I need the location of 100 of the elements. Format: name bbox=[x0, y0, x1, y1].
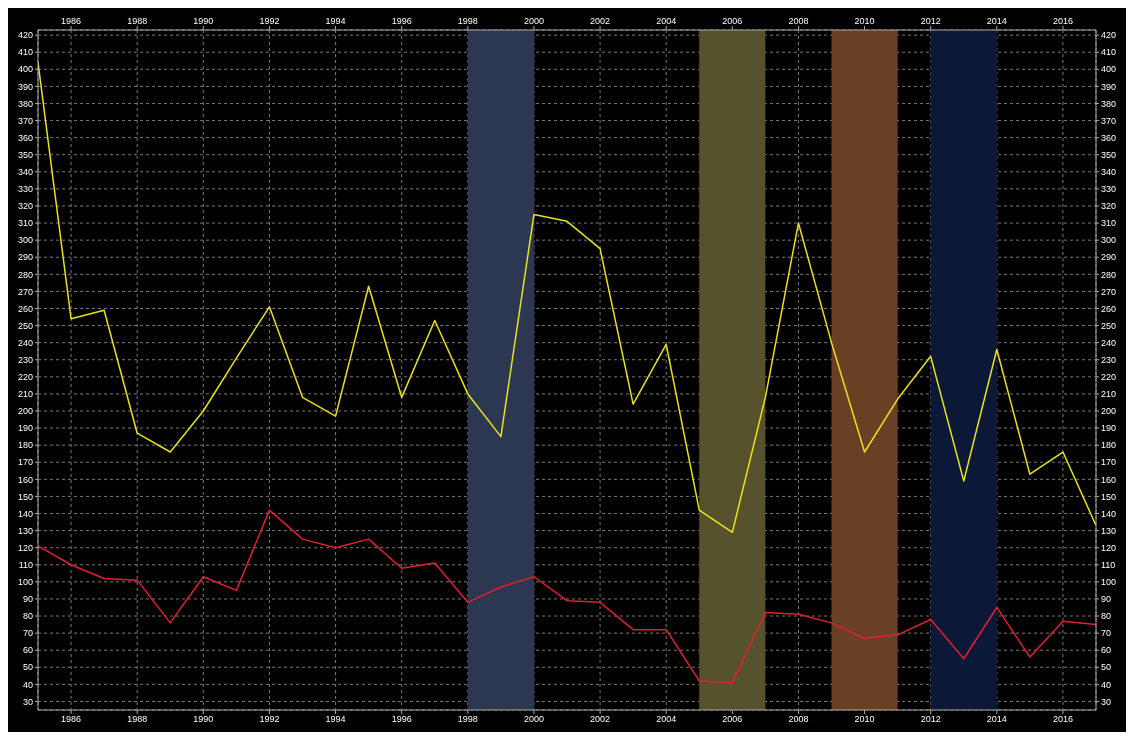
y2-tick-label: 210 bbox=[1101, 389, 1117, 400]
y2-tick-label: 120 bbox=[1101, 542, 1117, 553]
y2-tick-label: 420 bbox=[1101, 30, 1117, 41]
y2-tick-label: 80 bbox=[1101, 611, 1112, 622]
y2-tick-label: 50 bbox=[1101, 662, 1112, 673]
y-tick-label: 260 bbox=[17, 303, 33, 314]
x-tick-label: 1994 bbox=[325, 16, 346, 26]
y-tick-label: 150 bbox=[17, 491, 33, 502]
y-tick-label: 200 bbox=[17, 406, 33, 417]
y2-tick-label: 350 bbox=[1101, 149, 1117, 160]
y-tick-label: 290 bbox=[17, 252, 33, 263]
y-tick-label: 50 bbox=[22, 662, 33, 673]
x2-tick-label: 2016 bbox=[1052, 714, 1073, 725]
y-tick-label: 390 bbox=[17, 81, 33, 92]
y2-tick-label: 180 bbox=[1101, 440, 1117, 451]
x2-tick-label: 1992 bbox=[259, 714, 280, 725]
y2-tick-label: 310 bbox=[1101, 218, 1117, 229]
x-tick-label: 1988 bbox=[127, 16, 148, 26]
y2-tick-label: 290 bbox=[1101, 252, 1117, 263]
x-tick-label: 2010 bbox=[854, 16, 875, 26]
y2-tick-label: 340 bbox=[1101, 167, 1117, 177]
y2-tick-label: 280 bbox=[1101, 269, 1117, 280]
x2-tick-label: 1990 bbox=[193, 714, 214, 725]
y2-tick-label: 300 bbox=[1101, 235, 1117, 246]
x2-tick-label: 2000 bbox=[523, 714, 544, 725]
y2-tick-label: 40 bbox=[1101, 679, 1112, 690]
y2-tick-label: 130 bbox=[1101, 525, 1117, 536]
y-tick-label: 160 bbox=[17, 474, 33, 485]
y-tick-label: 230 bbox=[17, 354, 33, 365]
y-tick-label: 300 bbox=[17, 235, 33, 246]
y2-tick-label: 240 bbox=[1101, 337, 1117, 348]
x-tick-label: 2004 bbox=[656, 16, 677, 26]
y-tick-label: 110 bbox=[18, 559, 33, 570]
y-tick-label: 140 bbox=[17, 508, 33, 519]
x-tick-label: 1998 bbox=[457, 16, 478, 26]
y-tick-label: 360 bbox=[17, 132, 33, 143]
x2-tick-label: 1986 bbox=[61, 714, 82, 725]
x2-tick-label: 2008 bbox=[788, 714, 809, 725]
x2-tick-label: 2014 bbox=[986, 714, 1007, 725]
y-tick-label: 400 bbox=[17, 64, 33, 75]
y-tick-label: 100 bbox=[17, 577, 33, 588]
x-tick-label: 1992 bbox=[259, 16, 280, 26]
y-tick-label: 420 bbox=[17, 30, 33, 41]
x2-tick-label: 1988 bbox=[127, 714, 148, 725]
y2-tick-label: 390 bbox=[1101, 81, 1117, 92]
x2-tick-label: 1998 bbox=[457, 714, 478, 725]
y2-tick-label: 370 bbox=[1101, 115, 1117, 126]
y-tick-label: 210 bbox=[17, 389, 33, 400]
y-tick-label: 130 bbox=[17, 525, 33, 536]
y2-tick-label: 190 bbox=[1101, 423, 1117, 434]
y-tick-label: 40 bbox=[22, 679, 33, 690]
x-tick-label: 1996 bbox=[391, 16, 412, 26]
x2-tick-label: 2006 bbox=[722, 714, 743, 725]
x2-tick-label: 2012 bbox=[920, 714, 941, 725]
y-tick-label: 180 bbox=[17, 440, 33, 451]
y-tick-label: 350 bbox=[17, 149, 33, 160]
y2-tick-label: 60 bbox=[1101, 645, 1112, 656]
y-tick-label: 30 bbox=[22, 696, 33, 707]
x-tick-label: 2000 bbox=[523, 16, 544, 26]
y2-tick-label: 90 bbox=[1101, 594, 1112, 605]
y2-tick-label: 160 bbox=[1101, 474, 1117, 485]
y2-tick-label: 360 bbox=[1101, 132, 1117, 143]
y-tick-label: 220 bbox=[17, 372, 33, 383]
y-tick-label: 280 bbox=[17, 269, 33, 280]
y2-tick-label: 140 bbox=[1101, 508, 1117, 519]
y2-tick-label: 400 bbox=[1101, 64, 1117, 75]
y2-tick-label: 230 bbox=[1101, 354, 1117, 365]
y-tick-label: 270 bbox=[17, 286, 33, 297]
y2-tick-label: 110 bbox=[1101, 559, 1116, 570]
y-tick-label: 80 bbox=[22, 611, 33, 622]
x-tick-label: 2008 bbox=[788, 16, 809, 26]
y-tick-label: 330 bbox=[17, 184, 33, 195]
y-tick-label: 380 bbox=[17, 98, 33, 109]
x2-tick-label: 2002 bbox=[590, 714, 611, 725]
y-tick-label: 240 bbox=[17, 337, 33, 348]
x-tick-label: 2002 bbox=[590, 16, 611, 26]
y-tick-label: 120 bbox=[17, 542, 33, 553]
x-tick-label: 1986 bbox=[61, 16, 82, 26]
x-tick-label: 2012 bbox=[920, 16, 941, 26]
x2-tick-label: 1994 bbox=[325, 714, 346, 725]
y-tick-label: 90 bbox=[22, 594, 33, 605]
y2-tick-label: 70 bbox=[1101, 628, 1112, 639]
y2-tick-label: 270 bbox=[1101, 286, 1117, 297]
y-tick-label: 190 bbox=[17, 423, 33, 434]
y-tick-label: 310 bbox=[17, 218, 33, 229]
y2-tick-label: 150 bbox=[1101, 491, 1117, 502]
y2-tick-label: 30 bbox=[1101, 696, 1112, 707]
y-tick-label: 410 bbox=[17, 47, 33, 58]
y2-tick-label: 380 bbox=[1101, 98, 1117, 109]
y2-tick-label: 220 bbox=[1101, 372, 1117, 383]
y2-tick-label: 170 bbox=[1101, 457, 1117, 468]
x2-tick-label: 1996 bbox=[391, 714, 412, 725]
y-tick-label: 70 bbox=[22, 628, 33, 639]
y2-tick-label: 200 bbox=[1101, 406, 1117, 417]
x-tick-label: 2006 bbox=[722, 16, 743, 26]
line-series bbox=[38, 509, 1096, 684]
x-tick-label: 1990 bbox=[193, 16, 214, 26]
y-tick-label: 340 bbox=[17, 167, 33, 177]
y-tick-label: 320 bbox=[17, 201, 33, 212]
x2-tick-label: 2004 bbox=[656, 714, 677, 725]
